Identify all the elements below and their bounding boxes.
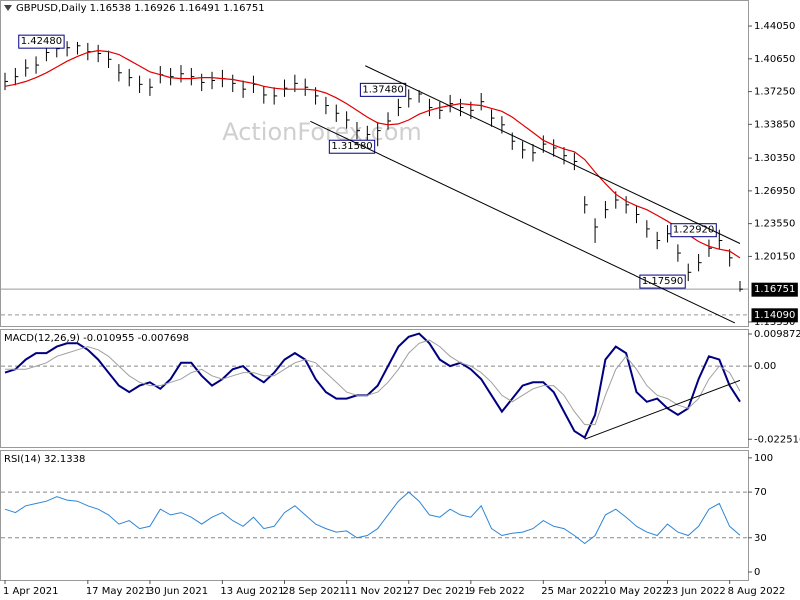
symbol-icon [4, 5, 12, 11]
watermark: ActionForex.com [222, 118, 422, 146]
y-tick-label: 0.009872 [754, 329, 800, 340]
panel-title: GBPUSD,Daily 1.16538 1.16926 1.16491 1.1… [16, 3, 265, 14]
x-tick-label: 27 Dec 2021 [407, 586, 471, 597]
y-tick-label: 1.40650 [754, 54, 795, 65]
annotation-box [328, 139, 376, 154]
y-tick-label: 30 [754, 533, 767, 544]
y-tick-label: 100 [754, 453, 773, 464]
price-panel [0, 0, 749, 327]
level-label: 1.16751 [754, 284, 795, 295]
x-tick-label: 23 Jun 2022 [666, 586, 726, 597]
annotation: 1.17590 [642, 276, 683, 287]
y-tick-label: 1.20150 [754, 251, 795, 262]
panel-title: MACD(12,26,9) -0.010955 -0.007698 [4, 333, 189, 344]
x-tick-label: 1 Apr 2021 [3, 586, 58, 597]
annotation-box [18, 34, 65, 49]
y-tick-label: 0 [754, 567, 760, 578]
level-label-box [751, 282, 798, 297]
annotation: 1.42480 [21, 36, 62, 47]
x-tick-label: 13 Aug 2021 [220, 586, 284, 597]
trend-line [365, 65, 741, 244]
trend-line [584, 379, 741, 440]
y-tick-label: 1.37250 [754, 87, 795, 98]
x-tick-label: 30 Jun 2021 [148, 586, 208, 597]
rsi-panel [0, 450, 749, 581]
x-tick-label: 11 Nov 2021 [345, 586, 409, 597]
y-tick-label: -0.022516 [754, 434, 800, 445]
annotation: 1.22920 [673, 225, 714, 236]
x-tick-label: 8 Aug 2022 [728, 586, 786, 597]
annotation-box [359, 82, 407, 97]
level-label-box [751, 308, 798, 323]
y-tick-label: 0.00 [754, 361, 776, 372]
macd-panel [0, 329, 749, 448]
y-tick-label: 1.13350 [754, 317, 795, 328]
series-line [5, 339, 741, 426]
x-tick-label: 25 Mar 2022 [541, 586, 604, 597]
x-tick-label: 9 Feb 2022 [469, 586, 525, 597]
y-tick-label: 1.44050 [754, 21, 795, 32]
level-label: 1.14090 [754, 310, 795, 321]
y-tick-label: 1.23550 [754, 219, 795, 230]
moving-average [4, 49, 741, 259]
y-tick-label: 1.26950 [754, 186, 795, 197]
x-tick-label: 10 May 2022 [603, 586, 668, 597]
y-tick-label: 70 [754, 487, 767, 498]
panel-title: RSI(14) 32.1338 [4, 454, 85, 465]
x-tick-label: 28 Sep 2021 [283, 586, 346, 597]
trend-line [310, 120, 736, 324]
x-tick-label: 17 May 2021 [86, 586, 151, 597]
y-tick-label: 1.30350 [754, 153, 795, 164]
annotation: 1.31580 [331, 141, 372, 152]
series-line [4, 491, 741, 545]
y-tick-label: 1.33850 [754, 119, 795, 130]
series-line [4, 332, 741, 440]
annotation: 1.37480 [362, 84, 403, 95]
